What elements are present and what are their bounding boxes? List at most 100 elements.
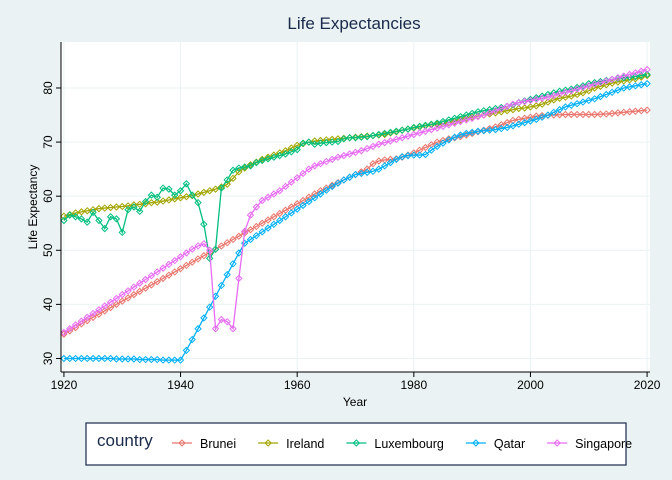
data-point [614, 73, 622, 82]
data-point [596, 77, 605, 86]
data-point [270, 190, 278, 198]
legend-item-ireland[interactable]: Ireland [258, 437, 324, 451]
data-point [281, 182, 290, 191]
data-point [555, 90, 564, 98]
data-point [281, 213, 290, 221]
y-axis-title: Life Expectancy [26, 165, 40, 250]
data-point [176, 194, 185, 202]
data-point [194, 242, 202, 250]
data-point [375, 157, 383, 165]
data-point [275, 151, 284, 160]
data-point [386, 128, 395, 137]
data-point [322, 184, 331, 192]
data-point [153, 268, 161, 276]
data-point [334, 137, 342, 146]
chart-title: Life Expectancies [287, 14, 420, 33]
data-point [340, 151, 348, 160]
data-point [468, 113, 476, 121]
data-point [223, 238, 231, 247]
data-point [515, 120, 523, 128]
data-point [147, 191, 156, 199]
data-point [573, 99, 581, 108]
data-point [485, 126, 494, 134]
data-point [596, 82, 605, 91]
data-point [538, 94, 546, 102]
data-point [497, 108, 505, 116]
data-point [235, 168, 243, 176]
data-point [118, 290, 126, 299]
data-point [206, 303, 214, 311]
data-point [200, 220, 208, 229]
data-point [310, 190, 319, 198]
data-point [620, 84, 628, 92]
data-point [468, 128, 476, 137]
data-point [433, 119, 441, 127]
data-point [141, 355, 150, 364]
data-point [194, 190, 202, 198]
data-point [497, 104, 505, 113]
data-point [106, 298, 115, 306]
data-point [602, 110, 610, 118]
data-point [66, 211, 74, 219]
data-point [520, 104, 529, 112]
data-point [421, 150, 430, 159]
data-point [83, 354, 91, 363]
data-point [433, 138, 441, 146]
data-point [369, 160, 377, 168]
data-point [462, 129, 471, 138]
data-point [340, 176, 348, 184]
data-point [299, 139, 307, 147]
legend-item-qatar[interactable]: Qatar [465, 437, 525, 451]
data-point [579, 89, 587, 97]
data-point [526, 117, 535, 125]
data-point [165, 271, 173, 279]
data-point [497, 121, 505, 129]
legend-item-luxembourg[interactable]: Luxembourg [346, 437, 444, 451]
data-point [124, 205, 132, 214]
data-point [380, 129, 389, 138]
data-point [643, 65, 651, 74]
data-point [264, 153, 272, 161]
legend-item-brunei[interactable]: Brunei [172, 437, 236, 451]
x-tick-label: 1920 [51, 378, 78, 392]
data-point [398, 152, 406, 161]
data-point [153, 355, 161, 364]
y-tick-label: 70 [41, 135, 55, 149]
data-point [328, 155, 336, 164]
data-point [83, 218, 91, 226]
data-point [147, 281, 156, 289]
data-point [106, 203, 115, 212]
data-point [561, 93, 570, 101]
data-point [450, 114, 459, 122]
data-point [555, 94, 564, 102]
data-point [427, 125, 436, 134]
data-point [585, 96, 593, 105]
data-point [375, 130, 383, 139]
data-point [246, 161, 255, 169]
data-point [357, 169, 366, 178]
data-point [608, 79, 616, 87]
data-point [229, 325, 237, 333]
data-point [246, 235, 255, 244]
legend-item-singapore[interactable]: Singapore [547, 437, 632, 451]
data-point [456, 116, 465, 124]
data-point [573, 83, 581, 92]
data-point [165, 196, 173, 204]
data-point [118, 297, 126, 305]
data-point [520, 97, 529, 106]
data-point [544, 111, 552, 119]
data-point [217, 242, 226, 250]
data-point [585, 110, 593, 119]
data-point [590, 110, 599, 119]
data-point [95, 216, 103, 225]
data-point [398, 134, 406, 142]
data-point [182, 180, 191, 188]
data-point [60, 354, 68, 363]
data-point [194, 325, 202, 333]
data-point [392, 127, 401, 135]
data-point [357, 133, 366, 141]
data-point [620, 72, 628, 80]
data-point [136, 355, 144, 364]
data-point [357, 147, 366, 155]
data-point [77, 317, 86, 325]
